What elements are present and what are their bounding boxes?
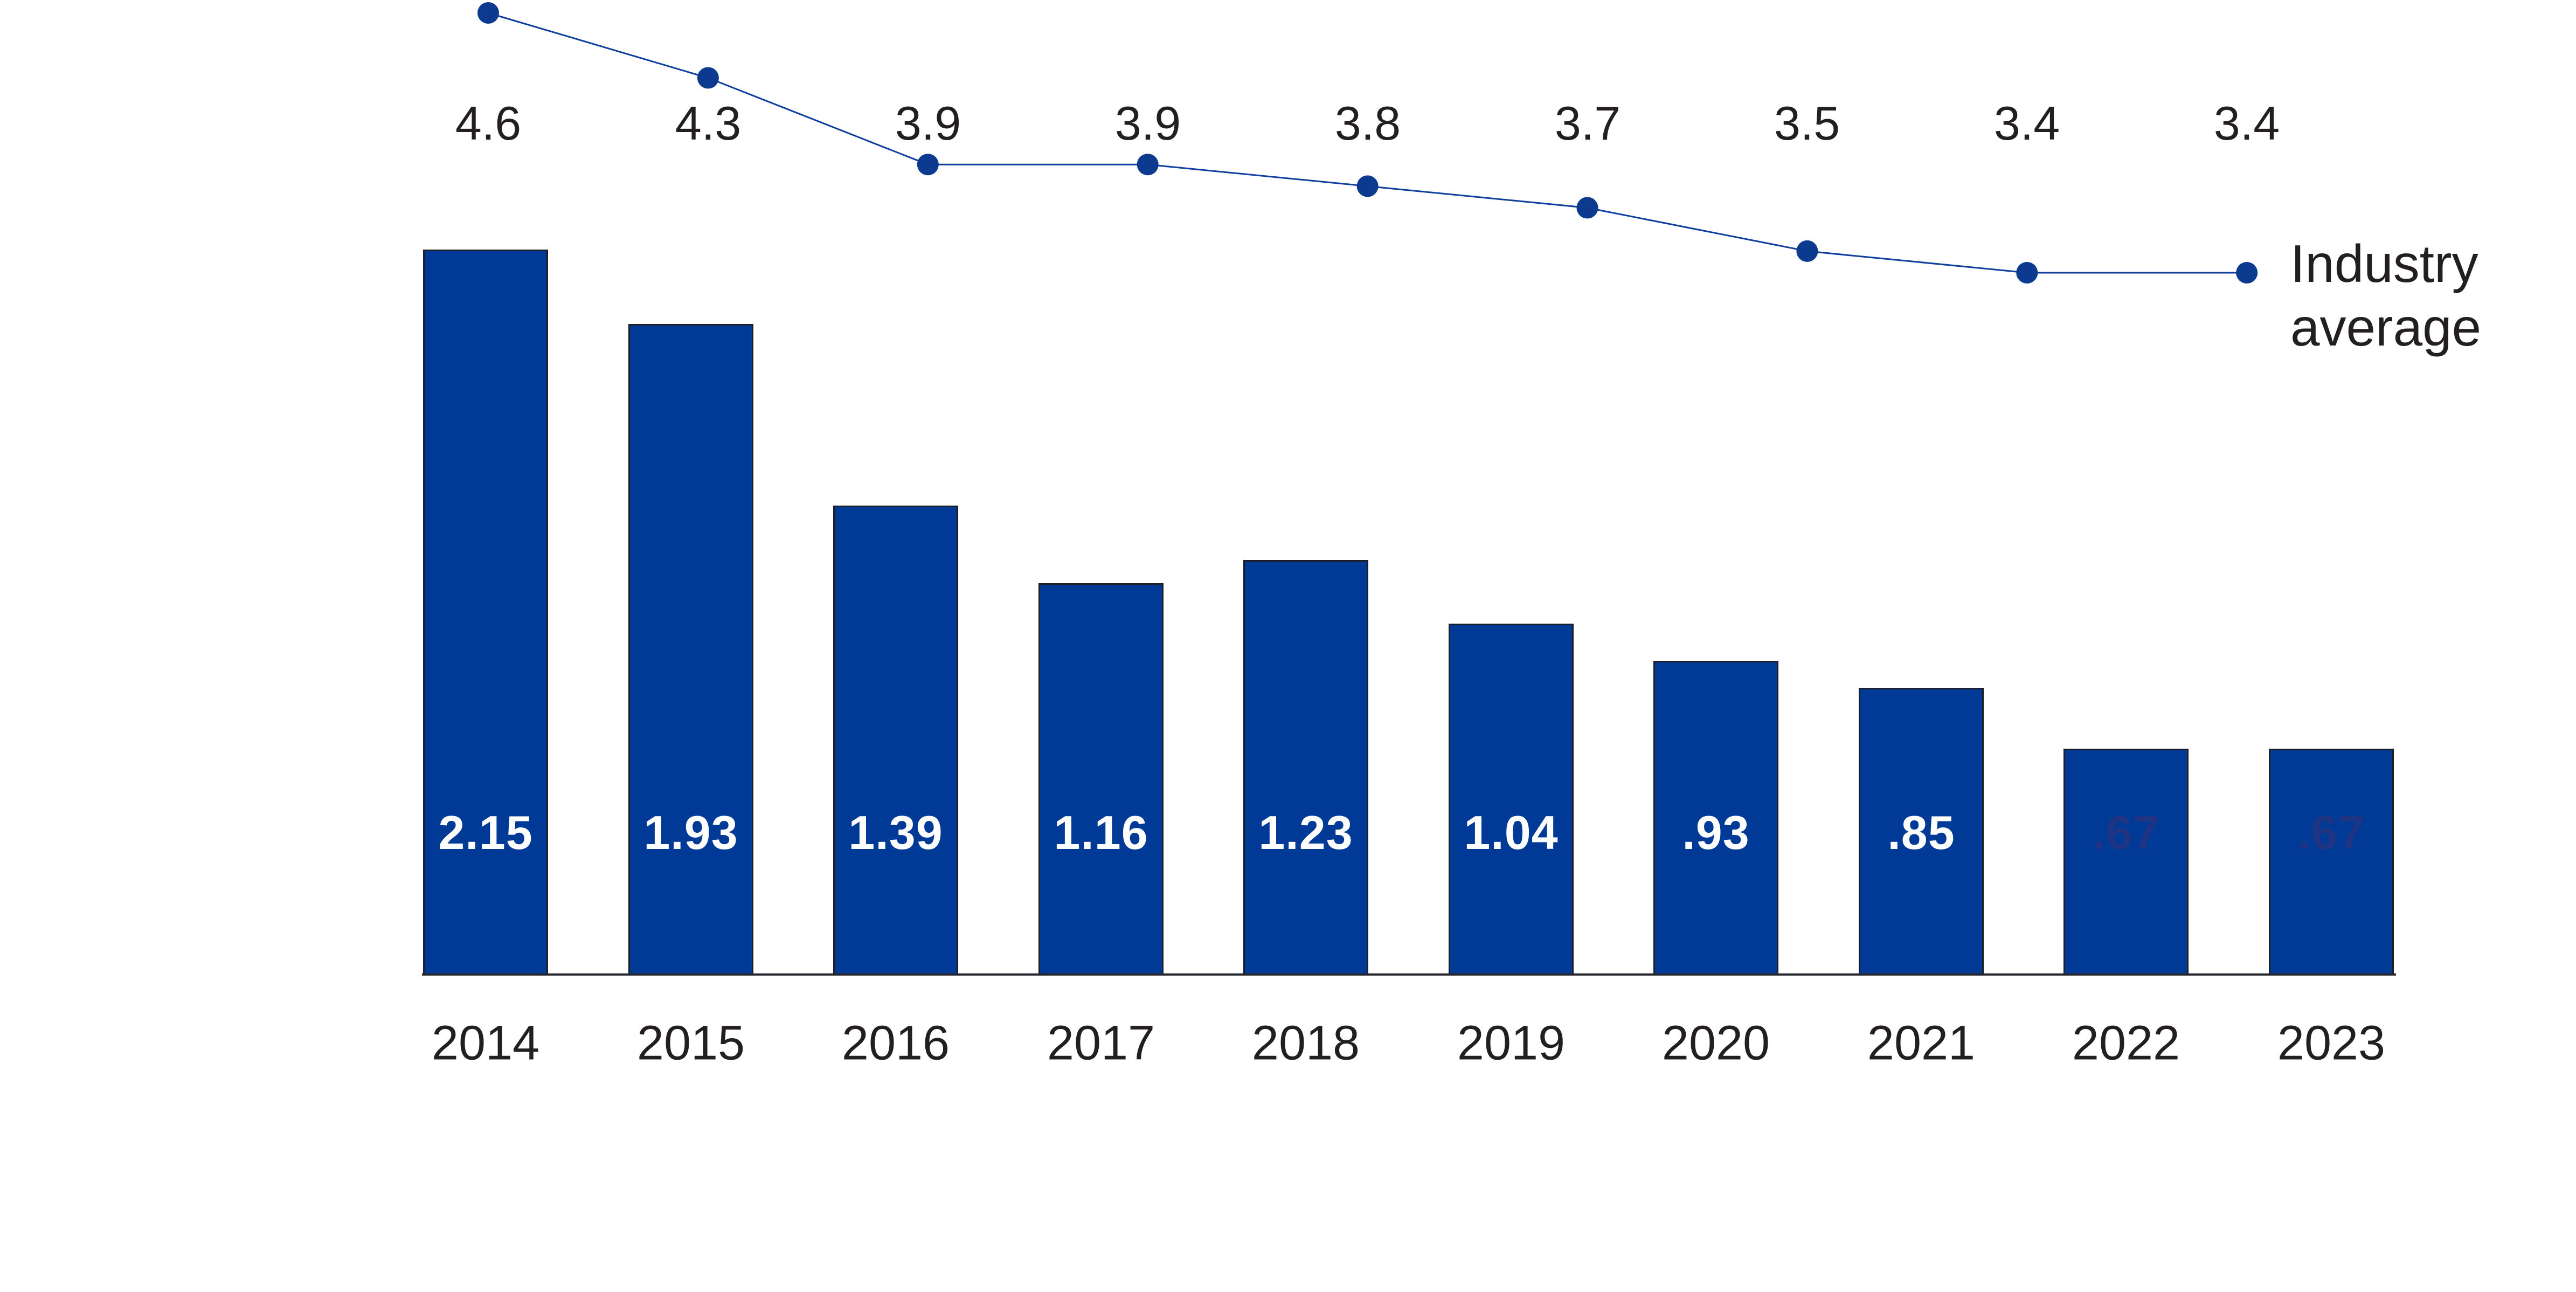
bar-2021 bbox=[1859, 688, 1984, 975]
x-axis-label-2019: 2019 bbox=[1457, 1016, 1566, 1070]
line-point-3.8 bbox=[1356, 175, 1379, 197]
bar-2014 bbox=[423, 250, 548, 975]
bar-2023 bbox=[2269, 749, 2394, 975]
line-value-label-3.9: 3.9 bbox=[1114, 96, 1181, 150]
line-point-3.7 bbox=[1576, 197, 1598, 219]
line-point-4.6 bbox=[477, 2, 499, 24]
line-value-label-3.4: 3.4 bbox=[2213, 96, 2280, 150]
x-axis-label-2014: 2014 bbox=[431, 1016, 540, 1070]
bar-value-label-2018: 1.23 bbox=[1258, 806, 1353, 859]
bar-value-label-2021: .85 bbox=[1887, 806, 1955, 859]
bar-value-label-2015: 1.93 bbox=[643, 806, 738, 859]
bar-2022 bbox=[2063, 749, 2189, 975]
bar-2018 bbox=[1243, 560, 1368, 975]
line-value-label-4.3: 4.3 bbox=[675, 96, 742, 150]
line-series-legend-label: Industry average bbox=[2290, 234, 2482, 357]
x-axis-label-2021: 2021 bbox=[1867, 1016, 1976, 1070]
line-value-label-3.9: 3.9 bbox=[895, 96, 961, 150]
x-axis-label-2022: 2022 bbox=[2072, 1016, 2180, 1070]
industry-average-line-chart bbox=[477, 2, 2258, 284]
line-point-3.9 bbox=[1137, 154, 1159, 176]
bar-2019 bbox=[1449, 624, 1574, 975]
bar-value-label-2014: 2.15 bbox=[438, 806, 533, 859]
line-value-label-3.4: 3.4 bbox=[1993, 96, 2060, 150]
line-point-4.3 bbox=[697, 67, 719, 89]
x-axis-label-2015: 2015 bbox=[636, 1016, 745, 1070]
x-axis-line bbox=[422, 973, 2396, 976]
bar-value-label-2023: .67 bbox=[2297, 806, 2365, 859]
line-value-label-3.7: 3.7 bbox=[1554, 96, 1621, 150]
line-point-3.4 bbox=[2236, 262, 2258, 284]
line-value-label-4.6: 4.6 bbox=[455, 96, 522, 150]
x-axis-label-2020: 2020 bbox=[1661, 1016, 1770, 1070]
line-point-3.9 bbox=[917, 154, 939, 176]
bar-value-label-2016: 1.39 bbox=[848, 806, 943, 859]
bar-2020 bbox=[1653, 661, 1778, 975]
bar-value-label-2020: .93 bbox=[1682, 806, 1750, 859]
x-axis-label-2016: 2016 bbox=[841, 1016, 950, 1070]
line-point-3.4 bbox=[2016, 262, 2038, 284]
bar-2016 bbox=[833, 506, 958, 975]
line-point-3.5 bbox=[1796, 240, 1818, 262]
x-axis-label-2023: 2023 bbox=[2277, 1016, 2386, 1070]
bar-value-label-2019: 1.04 bbox=[1464, 806, 1559, 859]
line-value-label-3.5: 3.5 bbox=[1774, 96, 1840, 150]
x-axis-label-2017: 2017 bbox=[1047, 1016, 1155, 1070]
bar-2017 bbox=[1038, 583, 1164, 975]
bar-value-label-2022: .67 bbox=[2092, 806, 2160, 859]
x-axis-label-2018: 2018 bbox=[1251, 1016, 1360, 1070]
bar-value-label-2017: 1.16 bbox=[1054, 806, 1148, 859]
industry-average-line bbox=[488, 12, 2247, 274]
line-value-label-3.8: 3.8 bbox=[1334, 96, 1401, 150]
bar-2015 bbox=[628, 324, 753, 975]
